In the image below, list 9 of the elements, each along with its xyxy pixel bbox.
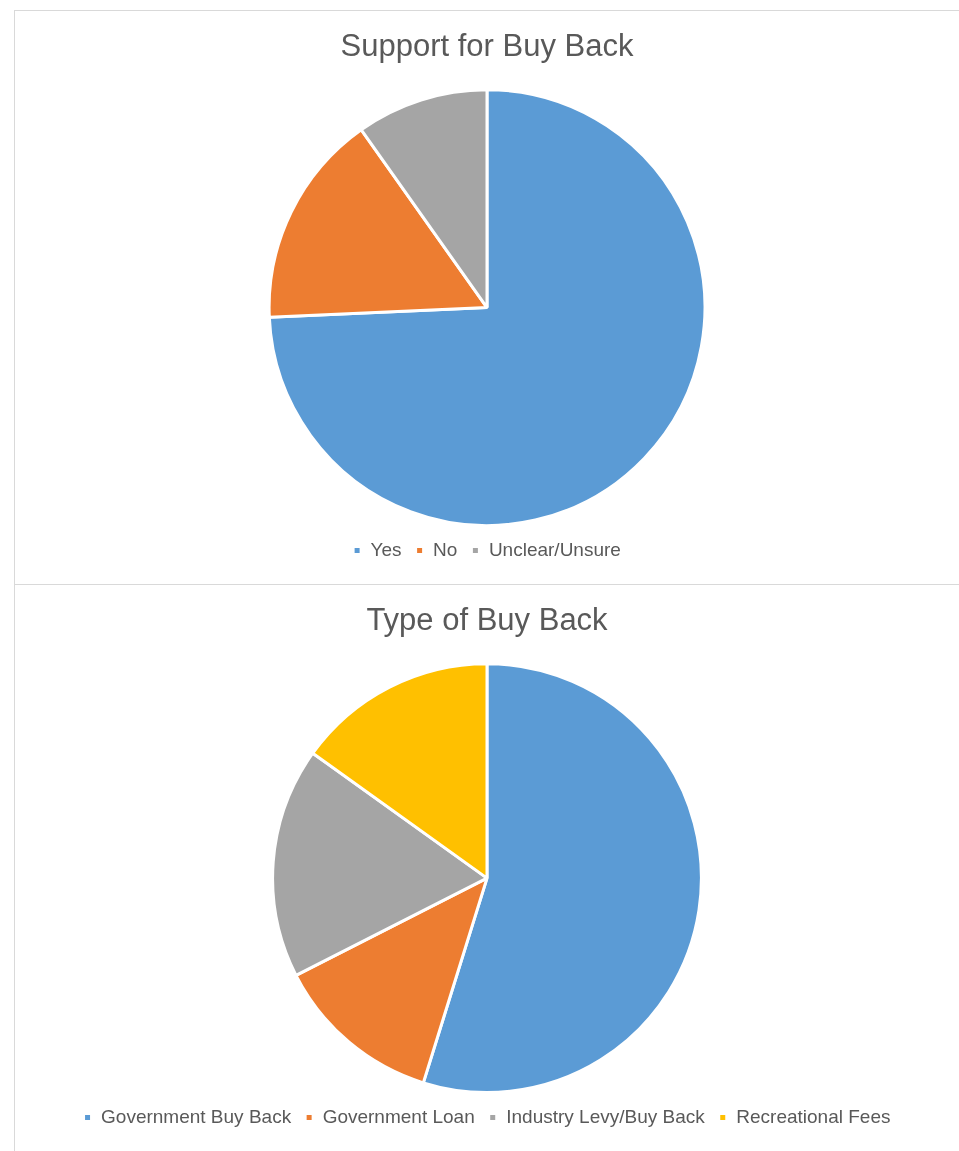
legend-label: Unclear/Unsure <box>488 538 621 560</box>
legend-label: Industry Levy/Buy Back <box>506 1105 706 1127</box>
legend-label: Government Buy Back <box>101 1105 292 1127</box>
legend-label: Recreational Fees <box>736 1105 891 1127</box>
legend-label: No <box>433 538 458 560</box>
legend-label: Government Loan <box>322 1105 475 1127</box>
chart-title: Type of Buy Back <box>366 602 609 638</box>
legend-label: Yes <box>370 538 402 560</box>
chart-title: Support for Buy Back <box>340 28 634 64</box>
